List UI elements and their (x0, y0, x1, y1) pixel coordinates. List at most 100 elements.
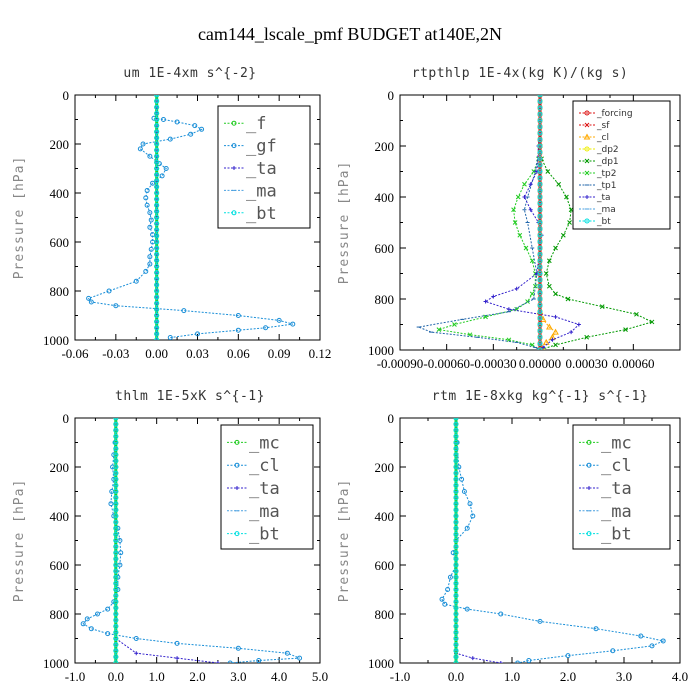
legend-forcing-point (584, 110, 590, 116)
panel-2: rtpthlp 1E-4x(kg K)/(kg s) Pressure [hPa]… (337, 66, 681, 371)
x-tick-label: 3.0 (616, 669, 632, 684)
legend-label: _cl (249, 456, 280, 476)
series-bt-point (453, 519, 459, 525)
series-ta-point (215, 661, 220, 663)
series-ta-line (115, 418, 218, 663)
legend-label: _ta (596, 193, 611, 203)
legend-label: _ma (596, 205, 616, 215)
series-bt-point (537, 226, 543, 232)
panel-title: thlm 1E-5xK s^{-1} (115, 389, 265, 404)
series-gf-point (106, 288, 112, 294)
legend-label: _ta (601, 479, 632, 499)
series-bt-point (154, 98, 160, 104)
series-gf-point (144, 188, 150, 194)
legend-label: _forcing (596, 109, 633, 119)
series-gf-point (113, 303, 119, 309)
plot-area (439, 418, 666, 663)
series-gf-point (235, 327, 241, 333)
series-dp1-point (553, 291, 558, 297)
legend-label: _bt (601, 525, 632, 545)
series-bt-point (537, 200, 543, 206)
series-bt-point (113, 531, 119, 537)
x-tick-label: 5.0 (312, 669, 328, 684)
series-cl-point (442, 601, 448, 607)
y-tick-label: 600 (375, 241, 395, 256)
series-tp2-point (515, 194, 521, 200)
x-tick-label: 0.0 (108, 669, 124, 684)
series-bt-point (154, 117, 160, 122)
x-tick-label: -0.06 (61, 346, 89, 361)
series-cl-point (459, 476, 465, 482)
series-bt-point (537, 232, 543, 238)
series-bt-point (113, 660, 119, 663)
series-bt-point (113, 611, 119, 617)
series-bt-point (154, 227, 160, 233)
series-cl-point (118, 550, 124, 556)
series-bt-point (453, 544, 459, 550)
series-bt-point (453, 648, 459, 654)
legend-bt-point (234, 531, 240, 537)
series-bt-point (537, 264, 543, 270)
series-cl-point (133, 636, 139, 641)
series-dp1-point (567, 220, 572, 225)
series-bt-point (154, 331, 160, 337)
series-cl-point (464, 606, 470, 612)
figure-title: cam144_lscale_pmf BUDGET at140E,2N (198, 24, 502, 44)
y-tick-label: 1000 (368, 343, 394, 358)
series-cl-point (526, 658, 532, 663)
series-bt-point (453, 599, 459, 605)
legend-label: _ta (246, 159, 277, 179)
series-tp2-point (529, 291, 535, 297)
series-dp1-point (543, 271, 549, 276)
series-bt-point (113, 458, 119, 464)
series-bt-point (154, 337, 160, 340)
y-tick-label: 0 (388, 411, 395, 426)
x-tick-label: 4.0 (672, 669, 688, 684)
legend-label: _bt (596, 217, 611, 227)
series-bt-point (537, 290, 543, 296)
series-gf-point (137, 146, 143, 152)
series-gf-point (159, 173, 165, 179)
legend-dp1-point (584, 158, 590, 164)
series-ta-point (491, 294, 496, 299)
series-bt-point (537, 334, 543, 340)
x-tick-label: 4.0 (271, 669, 287, 684)
x-tick-label: 0.0 (448, 669, 464, 684)
series-gf-point (144, 202, 150, 208)
series-gf-point (163, 166, 169, 171)
series-cl-point (256, 658, 262, 663)
series-bt-point (453, 629, 459, 635)
series-tp2-point (523, 245, 529, 251)
x-tick-label: 0.12 (309, 346, 332, 361)
series-tp1 (416, 145, 542, 350)
series-bt-point (537, 315, 543, 321)
series-cl-point (461, 489, 467, 494)
legend-ta-point (232, 166, 236, 170)
series-bt-point (154, 294, 160, 300)
series-gf-point (167, 136, 173, 142)
series-bt-point (453, 623, 459, 629)
series-bt-point (537, 188, 543, 194)
series-bt-point (113, 513, 119, 519)
series-bt-point (537, 130, 543, 136)
series-bt-point (113, 556, 119, 562)
series-gf-point (148, 246, 154, 252)
legend: _forcing _sf _cl _dp2 _dp1 _tp2 _tp1 _ta _ma _bt (572, 100, 671, 230)
x-tick-label: -0.00030 (470, 356, 517, 371)
panel-title: rtpthlp 1E-4x(kg K)/(kg s) (412, 66, 629, 81)
y-tick-label: 0 (63, 411, 70, 426)
legend-ta-point (587, 486, 591, 490)
series-bt-point (113, 617, 119, 623)
series-dp1-point (560, 232, 566, 238)
legend-label: _f (246, 114, 266, 134)
series-bt-point (453, 501, 459, 507)
series-bt-point (537, 328, 543, 334)
series-ta-point (528, 207, 533, 212)
series-cl-point (105, 631, 111, 637)
series-bt (113, 418, 119, 663)
series-cl-point (498, 611, 504, 617)
series-bt-point (537, 309, 543, 315)
y-tick-label: 200 (375, 460, 395, 475)
series-cl-point (464, 525, 470, 531)
series-bt-point (154, 319, 160, 325)
